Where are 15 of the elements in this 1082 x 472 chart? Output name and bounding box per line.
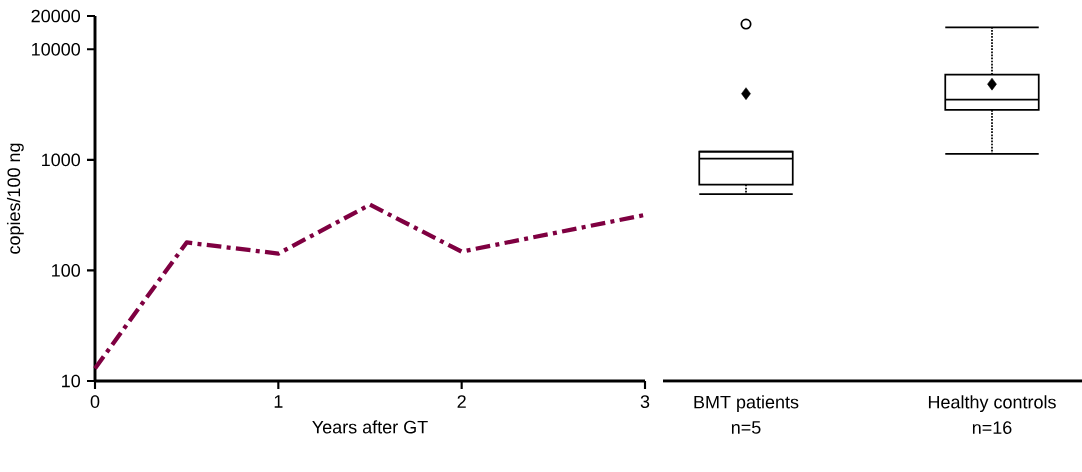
y-tick-label: 20000 [31, 9, 81, 23]
y-tick-label: 100 [52, 264, 81, 277]
x-tick-label: 2 [457, 395, 466, 408]
text: n=5 [731, 421, 761, 434]
y-tick-label: 1000 [42, 153, 81, 167]
x-tick-label: 3 [640, 395, 650, 408]
x-tick-label: Healthy controls [928, 395, 1056, 413]
y-axis-title: copies/100 ng [6, 143, 24, 254]
text: n=16 [972, 421, 1012, 434]
x-tick-label: 1 [274, 395, 283, 408]
x-tick-label: 0 [90, 395, 100, 408]
y-tick-label: 10000 [32, 42, 81, 56]
y-tick-label: 10 [62, 374, 81, 388]
x-tick-label: BMT patients [694, 395, 799, 413]
x-axis-title: Years after GT [312, 420, 428, 434]
